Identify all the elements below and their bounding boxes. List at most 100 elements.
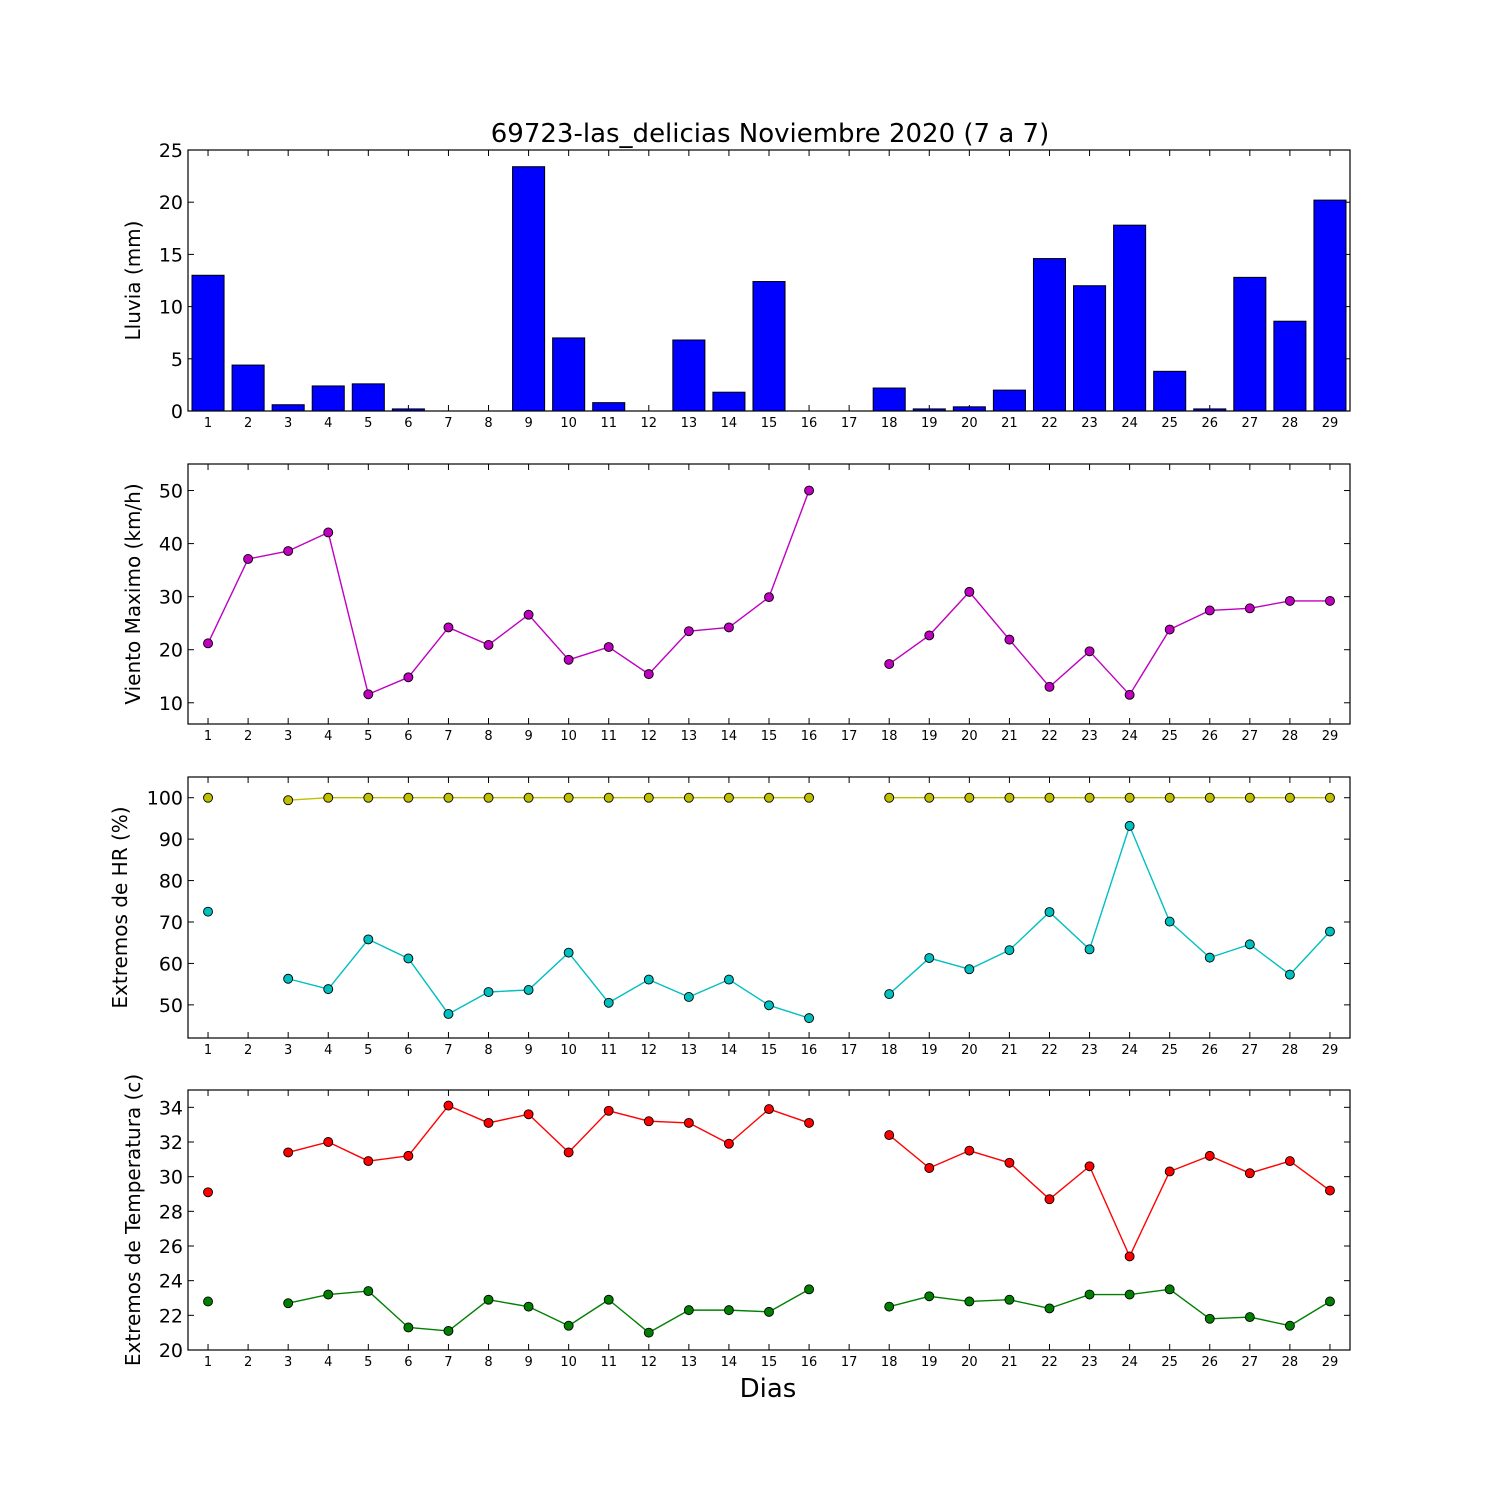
series-1-segment bbox=[407, 1105, 449, 1157]
x-tick-label: 20 bbox=[961, 416, 978, 431]
x-tick-label: 24 bbox=[1121, 1043, 1138, 1058]
series-2-point bbox=[804, 1284, 815, 1295]
series-1-segment bbox=[327, 1141, 369, 1162]
series-1-point bbox=[764, 792, 774, 803]
x-tick-label: 8 bbox=[484, 729, 492, 744]
x-tick-label: 29 bbox=[1322, 729, 1339, 744]
rain-bar bbox=[552, 337, 586, 412]
series-1-point bbox=[1325, 792, 1335, 803]
y-tick-label: 70 bbox=[159, 912, 183, 934]
y-tick-label: 15 bbox=[159, 244, 183, 266]
series-1-segment bbox=[568, 646, 609, 661]
series-1-point bbox=[523, 609, 534, 620]
series-1-point bbox=[1164, 1166, 1175, 1177]
series-1-point bbox=[203, 1187, 213, 1198]
rain-bar bbox=[992, 389, 1026, 412]
series-1-point bbox=[964, 586, 975, 597]
series-1-segment bbox=[448, 1104, 489, 1124]
series-2-segment bbox=[488, 1299, 529, 1308]
y-tick-label: 90 bbox=[159, 829, 183, 851]
y-tick-label: 26 bbox=[159, 1236, 183, 1258]
x-tick-label: 11 bbox=[600, 729, 617, 744]
x-tick-label: 6 bbox=[404, 729, 412, 744]
x-tick-label: 16 bbox=[801, 1355, 818, 1370]
series-1-point bbox=[1325, 595, 1335, 606]
x-tick-label: 22 bbox=[1041, 416, 1058, 431]
series-2-point bbox=[1084, 944, 1095, 955]
series-2-segment bbox=[1129, 1288, 1170, 1296]
series-1-point bbox=[964, 792, 975, 803]
series-1-segment bbox=[207, 558, 249, 644]
rain-bar bbox=[592, 402, 626, 412]
series-1-point bbox=[764, 1104, 774, 1115]
series-1-point bbox=[1244, 603, 1255, 614]
series-1-point bbox=[1284, 792, 1295, 803]
series-2-point bbox=[563, 1320, 574, 1331]
series-2-point bbox=[1044, 907, 1055, 918]
x-tick-label: 20 bbox=[961, 729, 978, 744]
series-1-point bbox=[1044, 681, 1055, 692]
series-1-point bbox=[443, 1100, 454, 1111]
x-tick-label: 18 bbox=[881, 1355, 898, 1370]
x-tick-label: 18 bbox=[881, 1043, 898, 1058]
series-2-segment bbox=[1088, 825, 1131, 950]
x-tick-label: 7 bbox=[444, 729, 452, 744]
y-tick-label: 50 bbox=[159, 995, 183, 1017]
series-1-point bbox=[1164, 792, 1175, 803]
series-1-segment bbox=[888, 1134, 930, 1169]
series-2-point bbox=[1004, 1294, 1015, 1305]
x-tick-label: 3 bbox=[284, 1043, 292, 1058]
series-1-segment bbox=[1169, 609, 1211, 631]
series-2-point bbox=[884, 989, 895, 1000]
x-tick-label: 26 bbox=[1201, 1043, 1218, 1058]
x-tick-label: 9 bbox=[524, 1043, 532, 1058]
series-2-point bbox=[563, 947, 574, 958]
x-tick-label: 13 bbox=[681, 1355, 698, 1370]
x-tick-label: 1 bbox=[204, 416, 212, 431]
series-2-segment bbox=[648, 978, 690, 998]
series-2-point bbox=[964, 964, 975, 975]
x-tick-label: 15 bbox=[761, 729, 778, 744]
series-1-segment bbox=[608, 1110, 649, 1122]
series-2-segment bbox=[688, 978, 730, 998]
series-2-segment bbox=[328, 1290, 369, 1296]
series-2-point bbox=[283, 973, 294, 984]
rain-bar bbox=[752, 281, 786, 412]
series-1-point bbox=[1284, 595, 1295, 606]
series-1-segment bbox=[888, 634, 930, 665]
series-1-point bbox=[243, 554, 254, 564]
series-2-point bbox=[483, 987, 494, 997]
x-tick-label: 5 bbox=[364, 729, 372, 744]
series-1-point bbox=[1084, 1161, 1095, 1172]
series-2-point bbox=[884, 1301, 895, 1312]
x-tick-label: 5 bbox=[364, 1355, 372, 1370]
series-2-segment bbox=[1289, 1300, 1331, 1327]
y-tick-label: 40 bbox=[159, 534, 183, 556]
x-tick-label: 24 bbox=[1121, 729, 1138, 744]
series-2-point bbox=[1244, 939, 1255, 950]
x-tick-label: 28 bbox=[1282, 1355, 1299, 1370]
x-tick-label: 3 bbox=[284, 729, 292, 744]
series-1-point bbox=[723, 792, 734, 803]
series-2-segment bbox=[528, 952, 570, 991]
x-tick-label: 13 bbox=[681, 729, 698, 744]
x-tick-label: 13 bbox=[681, 1043, 698, 1058]
rain-bar bbox=[1113, 224, 1147, 412]
series-1-point bbox=[603, 792, 614, 803]
series-2-point bbox=[764, 1000, 774, 1011]
series-1-segment bbox=[1089, 650, 1131, 696]
series-1-point bbox=[1124, 1251, 1135, 1262]
series-1-point bbox=[403, 792, 414, 803]
x-tick-label: 10 bbox=[560, 1355, 577, 1370]
series-2-segment bbox=[1209, 943, 1251, 959]
series-2-point bbox=[323, 1289, 334, 1300]
series-2-point bbox=[1084, 1289, 1095, 1300]
x-tick-label: 14 bbox=[721, 416, 738, 431]
rain-bar bbox=[271, 404, 305, 412]
rain-bar bbox=[1032, 258, 1067, 412]
series-2-point bbox=[683, 992, 694, 1002]
x-tick-label: 5 bbox=[364, 416, 372, 431]
series-1-point bbox=[1164, 624, 1175, 635]
chart-title: 69723-las_delicias Noviembre 2020 (7 a 7… bbox=[491, 119, 1049, 149]
series-1-segment bbox=[969, 1149, 1010, 1164]
